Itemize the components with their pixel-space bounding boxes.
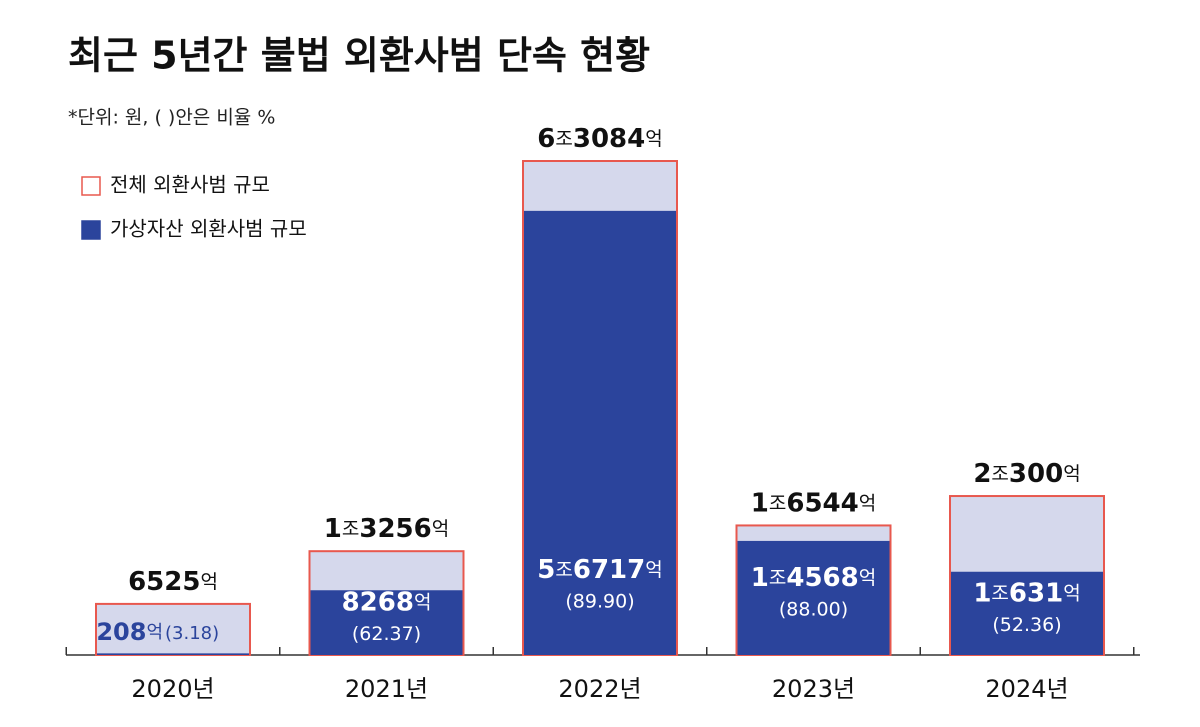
share-label: (3.18) xyxy=(165,623,219,644)
crypto-label: 8268억 xyxy=(342,587,432,617)
crypto-bar xyxy=(951,571,1103,655)
share-label: (89.90) xyxy=(565,591,634,613)
x-tick-label: 2020년 xyxy=(131,675,214,703)
share-label: (52.36) xyxy=(992,614,1061,636)
share-label: (88.00) xyxy=(779,598,848,620)
crypto-bar xyxy=(737,540,890,655)
crypto-bar xyxy=(97,653,249,655)
total-label: 1조6544억 xyxy=(751,488,876,518)
share-label: (62.37) xyxy=(352,623,421,645)
legend-box xyxy=(67,160,387,258)
crypto-label: 1조4568억 xyxy=(751,562,876,592)
x-tick-label: 2023년 xyxy=(772,675,855,703)
total-label: 2조300억 xyxy=(973,459,1080,489)
x-tick-label: 2024년 xyxy=(985,675,1068,703)
total-label: 6조3084억 xyxy=(537,124,662,154)
crypto-label: 5조6717억 xyxy=(537,555,662,585)
legend-swatch xyxy=(81,220,101,240)
x-tick-label: 2021년 xyxy=(345,675,428,703)
total-label: 1조3256억 xyxy=(324,514,449,544)
crypto-bar xyxy=(310,590,463,655)
crypto-bar xyxy=(524,210,676,655)
total-label: 6525억 xyxy=(128,566,218,596)
crypto-label: 1조631억 xyxy=(973,578,1080,608)
chart-subtitle: *단위: 원, ( )안은 비율 % xyxy=(68,107,275,129)
x-tick-label: 2022년 xyxy=(558,675,641,703)
legend-label: 가상자산 외환사범 규모 xyxy=(110,217,307,241)
legend-label: 전체 외환사범 규모 xyxy=(110,173,270,197)
crypto-label: 208억 xyxy=(96,618,163,646)
legend-swatch xyxy=(81,176,101,196)
chart-title: 최근 5년간 불법 외환사범 단속 현황 xyxy=(68,34,650,78)
total-bar xyxy=(95,602,251,657)
